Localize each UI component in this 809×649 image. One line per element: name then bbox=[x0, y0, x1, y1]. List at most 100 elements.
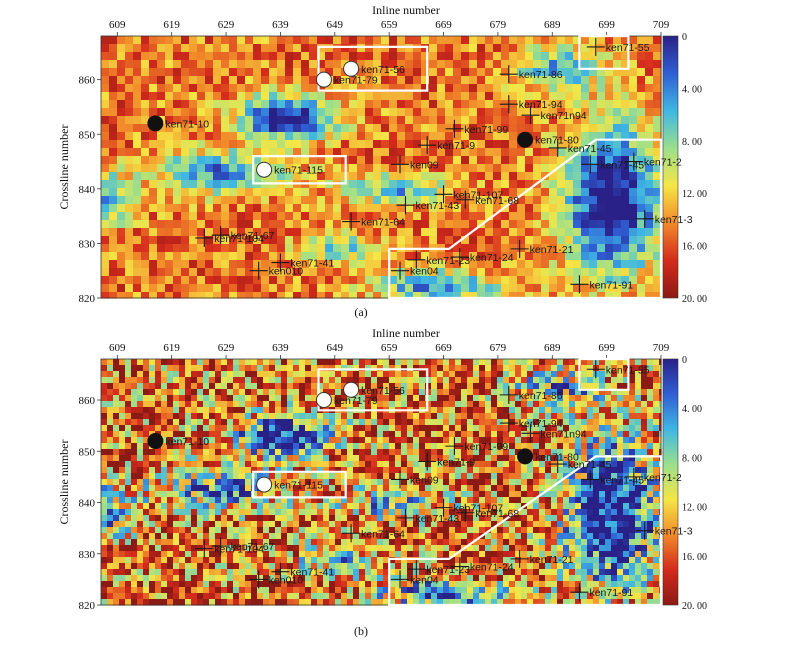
heatmap-cell bbox=[645, 260, 654, 269]
heatmap-cell bbox=[389, 515, 396, 522]
heatmap-cell bbox=[349, 164, 358, 173]
heatmap-cell bbox=[101, 204, 110, 213]
heatmap-cell bbox=[581, 473, 588, 480]
heatmap-cell bbox=[569, 401, 576, 408]
heatmap-cell bbox=[485, 401, 492, 408]
heatmap-cell bbox=[137, 449, 144, 456]
heatmap-cell bbox=[497, 431, 504, 438]
heatmap-cell bbox=[593, 425, 600, 432]
heatmap-cell bbox=[285, 124, 294, 133]
heatmap-cell bbox=[275, 359, 282, 366]
heatmap-cell bbox=[397, 100, 406, 109]
heatmap-cell bbox=[381, 156, 390, 165]
heatmap-cell bbox=[469, 52, 478, 61]
heatmap-cell bbox=[611, 431, 618, 438]
heatmap-cell bbox=[119, 425, 126, 432]
heatmap-cell bbox=[413, 383, 420, 390]
heatmap-cell bbox=[413, 503, 420, 510]
heatmap-cell bbox=[445, 268, 454, 277]
heatmap-cell bbox=[173, 236, 182, 245]
heatmap-cell bbox=[161, 419, 168, 426]
heatmap-cell bbox=[541, 164, 550, 173]
heatmap-cell bbox=[317, 140, 326, 149]
y-tick-label: 820 bbox=[79, 293, 96, 305]
heatmap-cell bbox=[109, 252, 118, 261]
heatmap-cell bbox=[229, 172, 238, 181]
heatmap-cell bbox=[277, 156, 286, 165]
heatmap-cell bbox=[173, 268, 182, 277]
heatmap-cell bbox=[575, 407, 582, 414]
heatmap-cell bbox=[165, 164, 174, 173]
heatmap-cell bbox=[509, 180, 518, 189]
heatmap-cell bbox=[395, 371, 402, 378]
heatmap-cell bbox=[383, 485, 390, 492]
heatmap-cell bbox=[397, 156, 406, 165]
heatmap-cell bbox=[557, 84, 566, 93]
heatmap-cell bbox=[325, 188, 334, 197]
heatmap-cell bbox=[181, 172, 190, 181]
heatmap-cell bbox=[287, 389, 294, 396]
heatmap-cell bbox=[517, 180, 526, 189]
heatmap-cell bbox=[533, 407, 540, 414]
heatmap-cell bbox=[143, 407, 150, 414]
heatmap-cell bbox=[397, 76, 406, 85]
heatmap-cell bbox=[557, 180, 566, 189]
heatmap-cell bbox=[317, 228, 326, 237]
heatmap-cell bbox=[551, 443, 558, 450]
heatmap-cell bbox=[485, 413, 492, 420]
heatmap-cell bbox=[185, 509, 192, 516]
heatmap-cell bbox=[173, 455, 180, 462]
heatmap-cell bbox=[629, 509, 636, 516]
heatmap-cell bbox=[533, 377, 540, 384]
heatmap-cell bbox=[397, 284, 406, 293]
heatmap-cell bbox=[119, 491, 126, 498]
heatmap-cell bbox=[599, 395, 606, 402]
heatmap-cell bbox=[469, 100, 478, 109]
heatmap-cell bbox=[613, 244, 622, 253]
heatmap-cell bbox=[485, 140, 494, 149]
heatmap-cell bbox=[539, 377, 546, 384]
heatmap-cell bbox=[197, 359, 204, 366]
heatmap-cell bbox=[245, 84, 254, 93]
heatmap-cell bbox=[359, 425, 366, 432]
heatmap-cell bbox=[221, 371, 228, 378]
heatmap-cell bbox=[245, 284, 254, 293]
heatmap-cell bbox=[617, 401, 624, 408]
heatmap-cell bbox=[221, 395, 228, 402]
heatmap-cell bbox=[425, 437, 432, 444]
heatmap-cell bbox=[371, 503, 378, 510]
heatmap-cell bbox=[383, 401, 390, 408]
heatmap-cell bbox=[293, 371, 300, 378]
heatmap-cell bbox=[565, 124, 574, 133]
heatmap-cell bbox=[541, 260, 550, 269]
heatmap-cell bbox=[573, 220, 582, 229]
heatmap-cell bbox=[209, 383, 216, 390]
heatmap-cell bbox=[477, 228, 486, 237]
heatmap-cell bbox=[245, 108, 254, 117]
heatmap-cell bbox=[209, 419, 216, 426]
heatmap-cell bbox=[365, 156, 374, 165]
heatmap-cell bbox=[173, 212, 182, 221]
heatmap-cell bbox=[287, 365, 294, 372]
heatmap-cell bbox=[479, 485, 486, 492]
heatmap-cell bbox=[173, 180, 182, 189]
heatmap-cell bbox=[101, 515, 108, 522]
heatmap-cell bbox=[405, 132, 414, 141]
heatmap-cell bbox=[485, 359, 492, 366]
heatmap-cell bbox=[253, 68, 262, 77]
heatmap-cell bbox=[365, 455, 372, 462]
heatmap-cell bbox=[539, 359, 546, 366]
heatmap-cell bbox=[371, 419, 378, 426]
heatmap-cell bbox=[525, 116, 534, 125]
heatmap-cell bbox=[117, 268, 126, 277]
heatmap-cell bbox=[381, 148, 390, 157]
heatmap-cell bbox=[589, 124, 598, 133]
heatmap-cell bbox=[221, 461, 228, 468]
heatmap-cell bbox=[629, 449, 636, 456]
heatmap-cell bbox=[419, 359, 426, 366]
heatmap-cell bbox=[493, 148, 502, 157]
heatmap-cell bbox=[237, 156, 246, 165]
heatmap-cell bbox=[373, 124, 382, 133]
heatmap-cell bbox=[181, 260, 190, 269]
heatmap-cell bbox=[269, 76, 278, 85]
